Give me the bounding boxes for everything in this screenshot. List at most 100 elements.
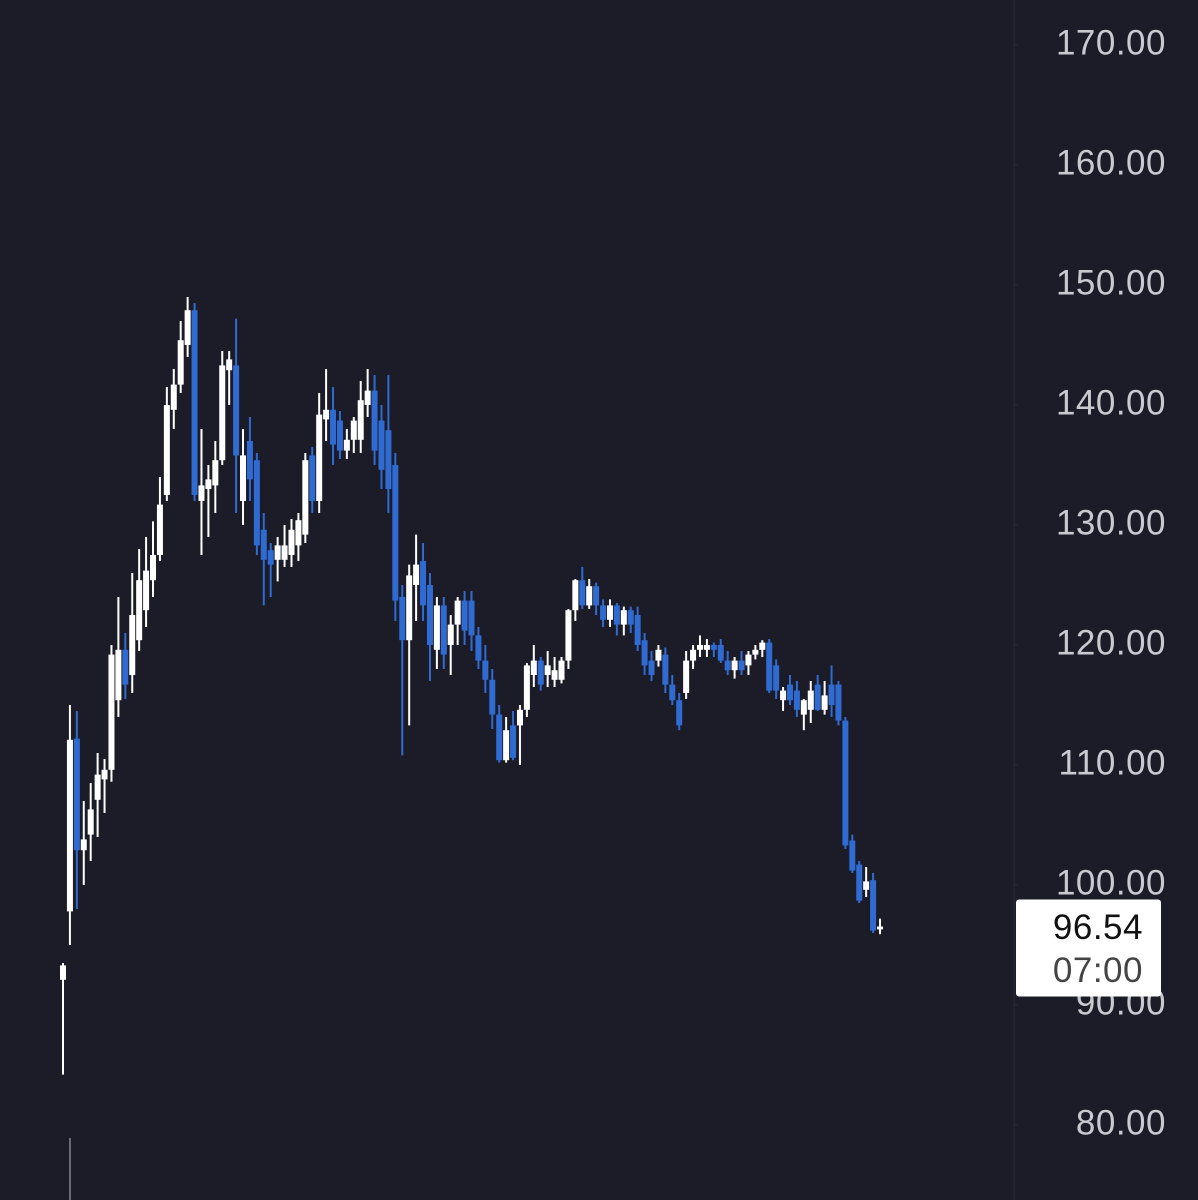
countdown: 07:00	[1053, 951, 1143, 990]
candle-body	[600, 605, 607, 620]
candle-body	[482, 660, 489, 680]
candle-body	[80, 839, 87, 851]
candle-body	[267, 550, 274, 565]
last-price-bg	[1016, 899, 1161, 997]
candle-body	[226, 359, 233, 371]
candle-body	[447, 624, 454, 645]
candle-body	[523, 665, 530, 710]
candles	[60, 297, 883, 1075]
candle-body	[420, 561, 427, 606]
y-tick-label: 120.00	[1056, 623, 1166, 662]
candle-body	[198, 485, 205, 501]
y-tick-label: 110.00	[1059, 743, 1166, 782]
candle-body	[433, 605, 440, 650]
candle-body	[260, 529, 267, 560]
candle-body	[60, 965, 66, 980]
candle-body	[143, 570, 150, 611]
candle-body	[620, 610, 627, 625]
candle-body	[634, 615, 641, 645]
candle-body	[150, 555, 157, 581]
candle-body	[676, 700, 683, 726]
candle-body	[766, 642, 773, 691]
candle-body	[496, 714, 503, 761]
last-price: 96.54	[1053, 908, 1143, 947]
candle-body	[115, 649, 122, 701]
candle-body	[336, 420, 343, 451]
candle-body	[828, 684, 835, 705]
candle-body	[170, 384, 177, 410]
candle-body	[129, 615, 136, 675]
candle-body	[94, 774, 101, 800]
candle-body	[870, 880, 877, 931]
candle-body	[343, 439, 350, 451]
candle-body	[786, 684, 793, 701]
candle-body	[413, 564, 420, 585]
candle-body	[572, 580, 579, 611]
candle-body	[323, 409, 330, 420]
candle-body	[613, 605, 620, 625]
candle-body	[759, 642, 766, 650]
candle-body	[212, 460, 219, 486]
candle-body	[683, 660, 690, 693]
candle-body	[184, 310, 191, 345]
candle-body	[233, 365, 240, 456]
candle-body	[281, 545, 288, 560]
candle-body	[163, 405, 170, 495]
candle-body	[877, 926, 883, 930]
candle-body	[544, 665, 551, 675]
candle-body	[136, 580, 143, 641]
candle-body	[392, 465, 399, 601]
candle-body	[385, 430, 392, 489]
candle-body	[627, 610, 634, 625]
candle-body	[240, 455, 247, 501]
candle-body	[475, 635, 482, 661]
candle-body	[586, 586, 593, 606]
candle-body	[731, 660, 738, 671]
candle-body	[274, 545, 281, 560]
candle-body	[551, 670, 558, 680]
candle-body	[752, 649, 759, 655]
y-axis: 170.00 160.00 150.00 140.00 130.00 120.00 110.…	[1014, 23, 1166, 1142]
candle-body	[780, 690, 787, 701]
candle-body	[516, 709, 523, 726]
candle-body	[440, 605, 447, 655]
candle-body	[856, 864, 863, 901]
candle-body	[295, 520, 302, 546]
candle-body	[696, 645, 703, 650]
candle-body	[717, 645, 724, 661]
candle-body	[565, 610, 572, 661]
candle-body	[510, 725, 517, 758]
candle-body	[835, 684, 842, 721]
candle-body	[842, 720, 849, 846]
candle-body	[800, 700, 807, 715]
candle-body	[378, 420, 385, 470]
y-tick-label: 150.00	[1056, 263, 1166, 302]
candle-body	[357, 400, 364, 440]
candle-body	[821, 695, 828, 710]
candle-body	[406, 575, 413, 641]
candle-body	[246, 441, 253, 480]
candle-body	[108, 654, 115, 770]
candle-body	[468, 600, 475, 636]
candle-body	[350, 420, 357, 440]
candle-body	[530, 660, 537, 675]
candle-body	[814, 684, 821, 710]
candle-body	[648, 660, 655, 675]
candle-body	[793, 690, 800, 710]
y-tick-label: 160.00	[1056, 143, 1166, 182]
candle-body	[593, 586, 600, 606]
candle-body	[745, 654, 752, 666]
candle-body	[253, 460, 260, 546]
candle-body	[849, 840, 856, 871]
candle-body	[641, 640, 648, 666]
candle-body	[302, 460, 309, 535]
candle-body	[690, 649, 697, 661]
candle-body	[710, 645, 717, 650]
candle-body	[426, 585, 433, 645]
candle-body	[219, 365, 226, 461]
candle-body	[655, 649, 662, 661]
candle-body	[807, 690, 814, 710]
candle-body	[537, 660, 544, 685]
candle-body	[371, 390, 378, 451]
